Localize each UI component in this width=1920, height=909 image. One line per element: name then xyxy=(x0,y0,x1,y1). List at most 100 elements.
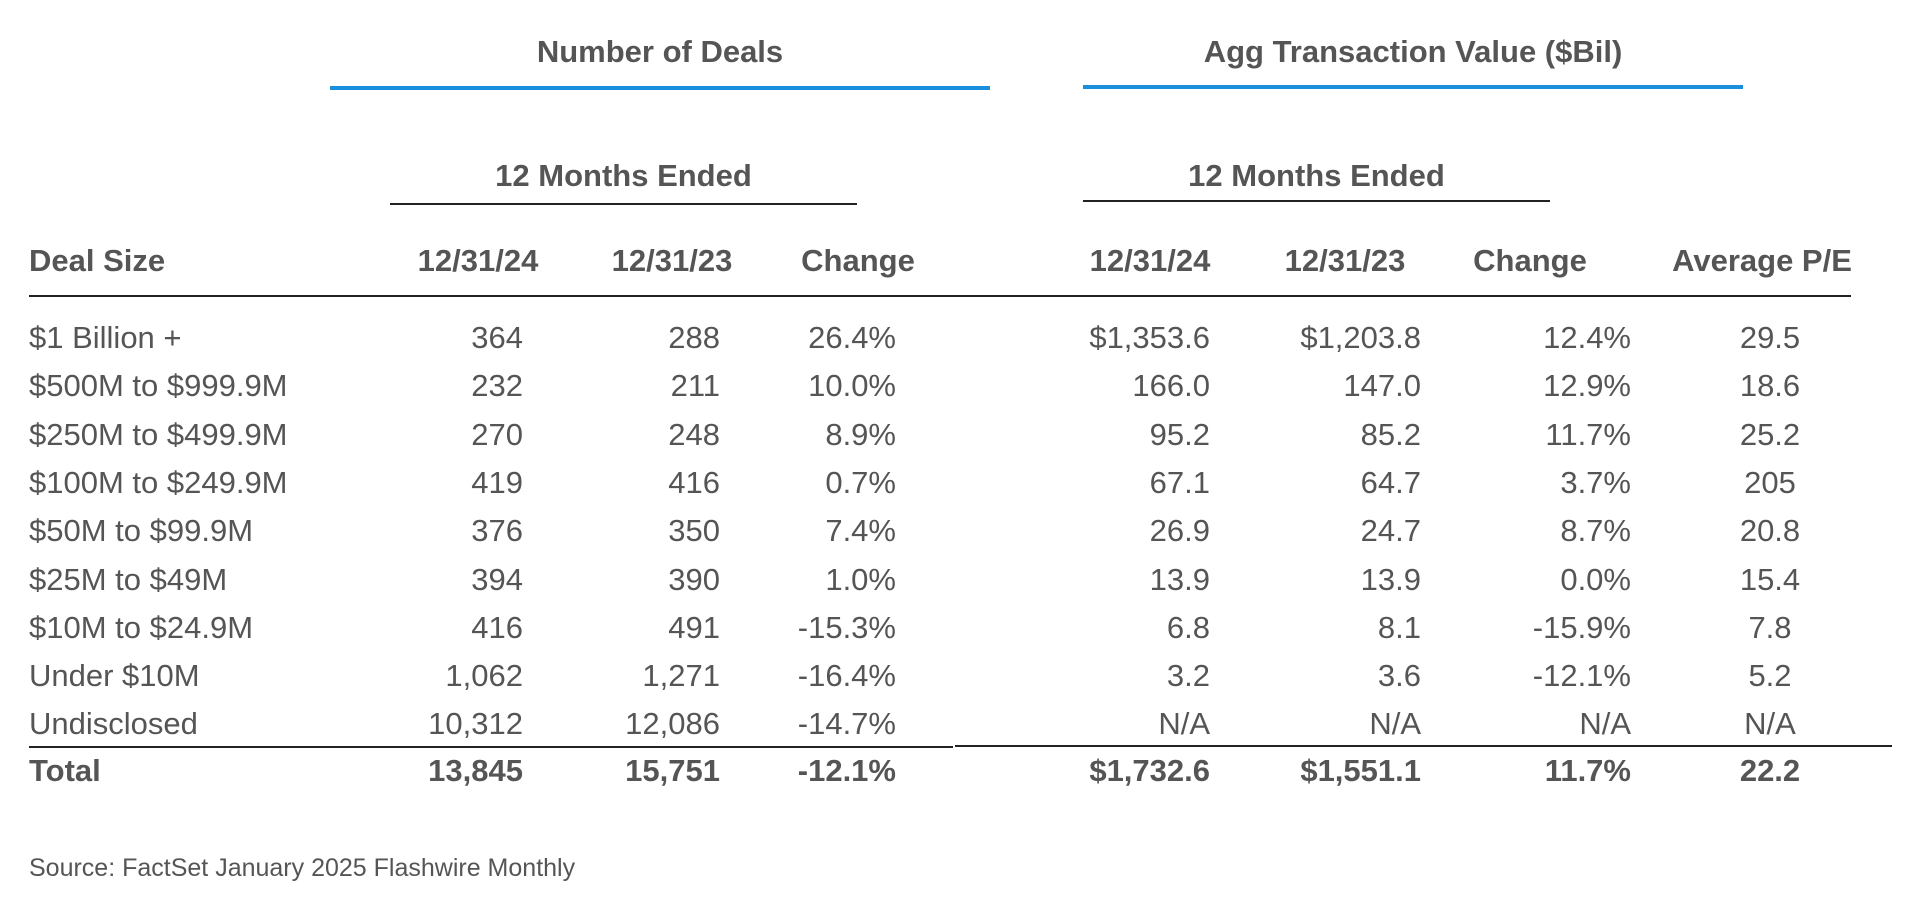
agg-transaction-value-rule xyxy=(1083,85,1743,89)
deal-size-cell: Under $10M xyxy=(29,658,200,693)
deals-change-cell: 1.0% xyxy=(825,562,896,597)
value-2023-cell: 85.2 xyxy=(1360,417,1421,452)
value-period-title: 12 Months Ended xyxy=(1188,158,1445,193)
deals-2023-cell: 390 xyxy=(668,562,720,597)
average-pe-cell: 20.8 xyxy=(1739,513,1801,548)
header-deal-size: Deal Size xyxy=(29,243,166,278)
header-deals-2024: 12/31/24 xyxy=(417,243,539,278)
value-2024-cell: $1,353.6 xyxy=(1089,320,1210,355)
number-of-deals-title: Number of Deals xyxy=(536,34,784,69)
deal-size-cell: $25M to $49M xyxy=(29,562,228,597)
total-separator-right xyxy=(955,745,1892,747)
value-2023-cell: 147.0 xyxy=(1343,368,1421,403)
value-change-cell: 12.9% xyxy=(1543,368,1631,403)
agg-transaction-value-title: Agg Transaction Value ($Bil) xyxy=(1203,34,1623,69)
value-change-cell: 3.7% xyxy=(1560,465,1631,500)
value-2024-cell: 26.9 xyxy=(1149,513,1210,548)
header-deals-2023: 12/31/23 xyxy=(611,243,733,278)
value-2024-cell: N/A xyxy=(1158,706,1210,741)
deals-2024-cell: 270 xyxy=(471,417,523,452)
value-change-cell: 0.0% xyxy=(1560,562,1631,597)
total-label: Total xyxy=(29,753,101,788)
deal-size-cell: $50M to $99.9M xyxy=(29,513,254,548)
deals-2023-cell: 491 xyxy=(668,610,720,645)
value-change-cell: 8.7% xyxy=(1560,513,1631,548)
number-of-deals-rule xyxy=(330,86,990,90)
value-2023-cell: N/A xyxy=(1369,706,1421,741)
average-pe-cell: 25.2 xyxy=(1739,417,1801,452)
value-change-cell: 12.4% xyxy=(1543,320,1631,355)
total-deals-2023: 15,751 xyxy=(625,753,720,788)
deals-change-cell: 8.9% xyxy=(825,417,896,452)
deals-2023-cell: 350 xyxy=(668,513,720,548)
value-change-cell: N/A xyxy=(1579,706,1631,741)
deals-period-rule xyxy=(390,203,857,205)
deal-size-cell: $250M to $499.9M xyxy=(29,417,288,452)
deal-size-cell: Undisclosed xyxy=(29,706,198,741)
value-2023-cell: 24.7 xyxy=(1360,513,1421,548)
value-2024-cell: 13.9 xyxy=(1149,562,1210,597)
deals-2023-cell: 416 xyxy=(668,465,720,500)
average-pe-cell: 18.6 xyxy=(1739,368,1801,403)
deal-size-cell: $500M to $999.9M xyxy=(29,368,288,403)
value-2023-cell: 3.6 xyxy=(1377,658,1421,693)
deals-2023-cell: 1,271 xyxy=(642,658,720,693)
total-separator-left xyxy=(29,746,953,748)
deals-change-cell: 10.0% xyxy=(808,368,896,403)
deals-change-cell: 26.4% xyxy=(808,320,896,355)
total-deals-change: -12.1% xyxy=(797,753,896,788)
total-average-pe: 22.2 xyxy=(1739,753,1801,788)
deals-2024-cell: 416 xyxy=(471,610,523,645)
deals-2024-cell: 376 xyxy=(471,513,523,548)
value-change-cell: -15.9% xyxy=(1532,610,1631,645)
deals-2024-cell: 1,062 xyxy=(445,658,523,693)
deals-2023-cell: 211 xyxy=(670,368,720,403)
total-deals-2024: 13,845 xyxy=(428,753,523,788)
value-2024-cell: 67.1 xyxy=(1149,465,1210,500)
average-pe-cell: N/A xyxy=(1744,706,1796,741)
deals-2024-cell: 419 xyxy=(471,465,523,500)
header-average-pe: Average P/E xyxy=(1672,243,1852,278)
header-value-2023: 12/31/23 xyxy=(1284,243,1406,278)
deals-2024-cell: 364 xyxy=(471,320,523,355)
value-period-rule xyxy=(1083,200,1550,202)
value-2024-cell: 166.0 xyxy=(1132,368,1210,403)
total-value-change: 11.7% xyxy=(1544,753,1631,788)
value-2023-cell: $1,203.8 xyxy=(1300,320,1421,355)
value-2024-cell: 6.8 xyxy=(1166,610,1210,645)
average-pe-cell: 7.8 xyxy=(1748,610,1792,645)
header-value-2024: 12/31/24 xyxy=(1089,243,1211,278)
value-change-cell: 11.7% xyxy=(1545,417,1631,452)
average-pe-cell: 5.2 xyxy=(1748,658,1792,693)
deals-change-cell: -14.7% xyxy=(797,706,896,741)
value-2023-cell: 8.1 xyxy=(1377,610,1421,645)
header-value-change: Change xyxy=(1473,243,1587,278)
deals-2024-cell: 394 xyxy=(471,562,523,597)
deals-change-cell: 0.7% xyxy=(825,465,896,500)
total-value-2024: $1,732.6 xyxy=(1089,753,1210,788)
value-2024-cell: 3.2 xyxy=(1166,658,1210,693)
deals-change-cell: 7.4% xyxy=(825,513,896,548)
value-2023-cell: 13.9 xyxy=(1360,562,1421,597)
deal-size-cell: $100M to $249.9M xyxy=(29,465,288,500)
average-pe-cell: 205 xyxy=(1744,465,1796,500)
deals-change-cell: -16.4% xyxy=(797,658,896,693)
deals-2023-cell: 12,086 xyxy=(625,706,720,741)
deal-size-cell: $10M to $24.9M xyxy=(29,610,254,645)
average-pe-cell: 29.5 xyxy=(1739,320,1801,355)
source-note: Source: FactSet January 2025 Flashwire M… xyxy=(29,854,576,882)
deals-2024-cell: 232 xyxy=(471,368,523,403)
header-underline xyxy=(29,295,1851,297)
header-deals-change: Change xyxy=(801,243,915,278)
deal-size-cell: $1 Billion + xyxy=(29,320,182,355)
value-change-cell: -12.1% xyxy=(1532,658,1631,693)
value-2023-cell: 64.7 xyxy=(1360,465,1421,500)
deals-2023-cell: 288 xyxy=(668,320,720,355)
average-pe-cell: 15.4 xyxy=(1739,562,1801,597)
total-value-2023: $1,551.1 xyxy=(1300,753,1421,788)
value-2024-cell: 95.2 xyxy=(1149,417,1210,452)
deals-2023-cell: 248 xyxy=(668,417,720,452)
deals-period-title: 12 Months Ended xyxy=(495,158,752,193)
deals-change-cell: -15.3% xyxy=(797,610,896,645)
deals-2024-cell: 10,312 xyxy=(428,706,523,741)
